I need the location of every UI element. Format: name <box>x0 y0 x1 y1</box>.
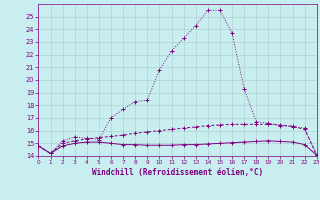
X-axis label: Windchill (Refroidissement éolien,°C): Windchill (Refroidissement éolien,°C) <box>92 168 263 177</box>
